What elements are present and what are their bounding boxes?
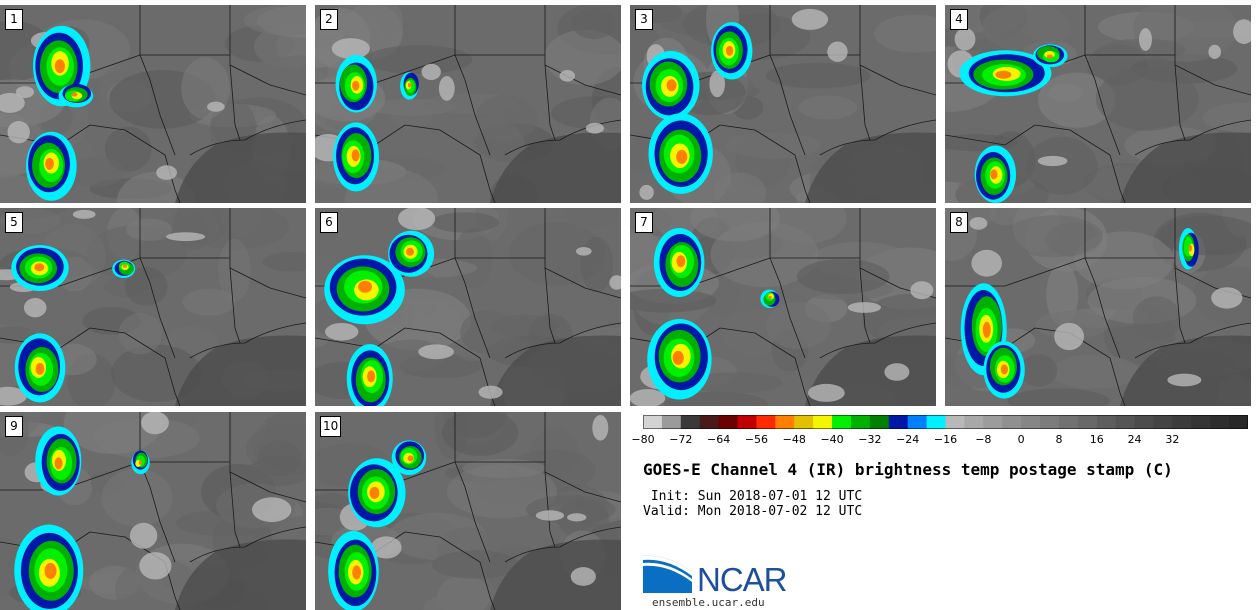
ir-map (0, 412, 306, 610)
colorbar-swatch (850, 415, 871, 429)
colorbar-swatch (1077, 415, 1098, 429)
colorbar-swatch (813, 415, 833, 429)
colorbar-swatch (926, 415, 946, 429)
postage-stamp-panel: 5 (0, 208, 306, 406)
colorbar-swatch (945, 415, 965, 429)
colorbar-tick-label: −48 (782, 433, 806, 446)
colorbar-swatch (1191, 415, 1211, 429)
colorbar-swatch (680, 415, 701, 429)
ir-map (315, 5, 621, 203)
colorbar-tick-label: 32 (1165, 433, 1180, 446)
colorbar-swatch (1096, 415, 1117, 429)
ir-map (0, 208, 306, 406)
colorbar-swatch (832, 415, 852, 429)
colorbar-swatch (661, 415, 682, 429)
postage-stamp-panel: 9 (0, 412, 306, 610)
chart-title: GOES-E Channel 4 (IR) brightness temp po… (643, 460, 1173, 479)
colorbar-swatch (869, 415, 890, 429)
ir-map (945, 208, 1251, 406)
colorbar-tick-label: −24 (896, 433, 920, 446)
postage-stamp-panel: 4 (945, 5, 1251, 203)
colorbar-tick-label: −16 (933, 433, 958, 446)
colorbar-swatch (1210, 415, 1230, 429)
colorbar-swatch (643, 415, 663, 429)
colorbar-swatch (1153, 415, 1173, 429)
postage-stamp-panel: 1 (0, 5, 306, 203)
postage-stamp-panel: 6 (315, 208, 621, 406)
postage-stamp-panel: 8 (945, 208, 1251, 406)
panel-number-label: 5 (5, 212, 23, 233)
colorbar-tick-label: 16 (1089, 433, 1104, 446)
panel-number-label: 4 (950, 9, 968, 30)
colorbar-swatch (1058, 415, 1079, 429)
website-url[interactable]: ensemble.ucar.edu (652, 596, 765, 609)
colorbar-swatch (983, 415, 1003, 429)
colorbar-swatch (737, 415, 757, 429)
colorbar-tick-label: −64 (707, 433, 731, 446)
ncar-logo-text: NCAR (697, 561, 788, 598)
ir-map (945, 5, 1251, 203)
ir-map (630, 208, 936, 406)
ir-map (630, 5, 936, 203)
colorbar-tick-label: −72 (669, 433, 693, 446)
panel-number-label: 2 (320, 9, 338, 30)
init-time: Init: Sun 2018-07-01 12 UTC (643, 489, 863, 504)
ncar-logo-icon (643, 553, 692, 593)
colorbar-tick-label: −40 (820, 433, 844, 446)
colorbar-tick-label: −32 (858, 433, 882, 446)
colorbar-swatch (964, 415, 984, 429)
panel-number-label: 8 (950, 212, 968, 233)
panel-number-label: 6 (320, 212, 338, 233)
colorbar-swatch (1021, 415, 1041, 429)
colorbar-tick-label: −56 (744, 433, 769, 446)
ir-map (0, 5, 306, 203)
postage-stamp-panel: 7 (630, 208, 936, 406)
colorbar-swatch (718, 415, 739, 429)
colorbar-tick-label: 24 (1127, 433, 1142, 446)
postage-stamp-panel: 2 (315, 5, 621, 203)
colorbar-swatch (1134, 415, 1154, 429)
panel-number-label: 1 (5, 9, 23, 30)
panel-number-label: 9 (5, 416, 23, 437)
colorbar-swatch (907, 415, 928, 429)
ir-map (315, 412, 621, 610)
colorbar-swatch (1115, 415, 1136, 429)
colorbar-tick-label: 8 (1055, 433, 1063, 446)
colorbar-swatch (1002, 415, 1022, 429)
ir-map (315, 208, 621, 406)
panel-number-label: 10 (320, 416, 342, 437)
colorbar-tick-label: 0 (1017, 433, 1025, 446)
colorbar-tick-label: −80 (631, 433, 655, 446)
valid-time: Valid: Mon 2018-07-02 12 UTC (643, 504, 863, 519)
colorbar-tick-label: −8 (975, 433, 992, 446)
colorbar-swatch (794, 415, 814, 429)
colorbar-swatch (1040, 415, 1060, 429)
panel-number-label: 3 (635, 9, 653, 30)
panel-number-label: 7 (635, 212, 653, 233)
colorbar-swatch (756, 415, 776, 429)
postage-stamp-panel: 3 (630, 5, 936, 203)
colorbar-swatch (775, 415, 795, 429)
colorbar-swatch (1172, 415, 1192, 429)
colorbar-swatch (1229, 415, 1248, 429)
colorbar-swatch (888, 415, 909, 429)
colorbar (643, 415, 1248, 429)
postage-stamp-panel: 10 (315, 412, 621, 610)
colorbar-swatch (699, 415, 720, 429)
